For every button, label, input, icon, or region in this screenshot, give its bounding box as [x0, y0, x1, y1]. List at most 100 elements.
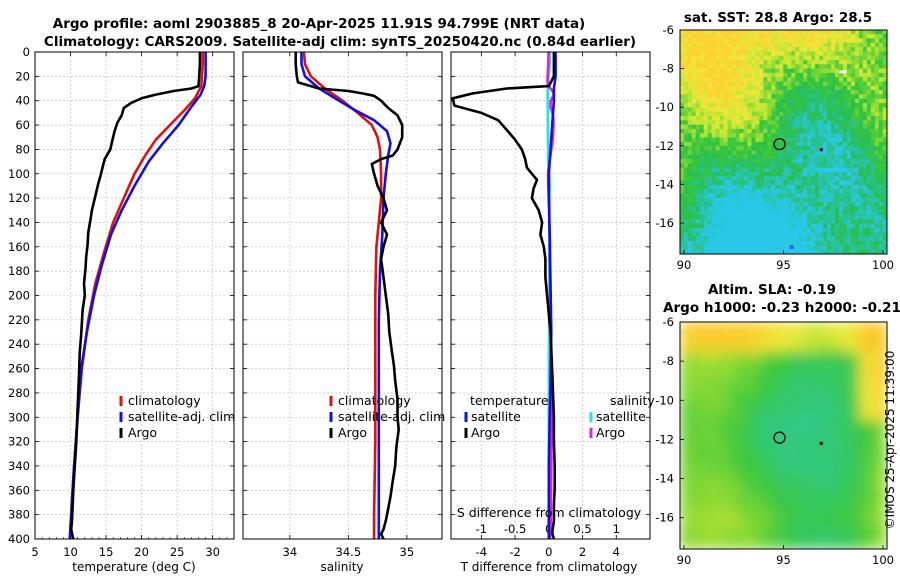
map-cell: [699, 159, 705, 164]
map-cell: [811, 163, 816, 169]
map-cell: [719, 68, 725, 74]
map-cell: [759, 176, 764, 182]
map-cell: [846, 236, 852, 242]
map-cell: [680, 85, 685, 91]
map-cell: [727, 128, 733, 134]
map-cell: [870, 124, 876, 130]
map-cell: [728, 367, 736, 376]
map-cell: [711, 30, 717, 35]
map-cell: [783, 510, 791, 520]
map-cell: [721, 480, 729, 489]
map-cell: [845, 450, 853, 459]
map-cell: [882, 38, 887, 44]
map-cell: [791, 232, 796, 238]
map-cell: [862, 202, 868, 208]
map-cell: [823, 219, 828, 225]
map-cell: [862, 210, 868, 216]
map-cell: [831, 533, 840, 542]
map-cell: [866, 72, 872, 78]
map-cell: [715, 223, 721, 229]
map-cell: [882, 202, 887, 208]
map-cell: [731, 120, 737, 126]
map-cell: [783, 94, 788, 100]
map-cell: [858, 193, 864, 199]
map-cell: [779, 197, 784, 203]
map-cell: [727, 38, 733, 44]
map-cell: [715, 249, 721, 254]
map-cell: [850, 68, 856, 74]
map-cell: [823, 120, 828, 126]
map-cell: [775, 90, 780, 96]
map-cell: [727, 90, 733, 96]
map-cell: [771, 128, 776, 134]
map-cell: [815, 154, 820, 160]
map-cell: [779, 150, 784, 156]
map-cell: [741, 420, 750, 429]
map-cell: [695, 141, 701, 147]
map-cell: [810, 503, 819, 512]
map-cell: [763, 120, 768, 126]
map-cell: [804, 488, 812, 497]
legend-label-temp-satellite: satellite: [471, 409, 521, 424]
map-cell: [727, 219, 733, 225]
map-cell: [882, 55, 887, 61]
map-cell: [719, 128, 725, 134]
map-cell: [755, 541, 764, 549]
map-cell: [762, 458, 771, 467]
map-cell: [767, 64, 772, 70]
map-cell: [743, 245, 749, 251]
map-cell: [751, 141, 757, 147]
map-cell: [811, 124, 816, 130]
map-cell: [854, 128, 860, 134]
map-cell: [714, 533, 722, 542]
map-cell: [787, 184, 792, 190]
map-cell: [686, 367, 695, 376]
map-cell: [879, 352, 887, 361]
map-cell: [807, 115, 812, 121]
map-cell: [817, 450, 826, 459]
map-cell: [823, 55, 828, 61]
map-cell: [878, 171, 884, 177]
map-cell: [703, 90, 709, 96]
map-cell: [803, 245, 808, 251]
map-cell: [815, 98, 820, 104]
map-cell: [769, 344, 777, 353]
map-cell: [748, 352, 757, 361]
map-cell: [831, 94, 836, 100]
map-cell: [680, 128, 685, 134]
map-cell: [835, 240, 840, 246]
map-cell: [866, 240, 872, 246]
map-cell: [762, 488, 771, 497]
map-cell: [882, 210, 887, 216]
map-cell: [779, 128, 784, 134]
map-cell: [845, 488, 853, 497]
map-cell: [735, 30, 741, 35]
map-cell: [687, 133, 693, 139]
map-cell: [748, 541, 757, 549]
map-cell: [819, 240, 824, 246]
map-cell: [839, 141, 844, 147]
map-cell: [827, 176, 832, 182]
map-x-tick-label: 90: [677, 258, 692, 272]
map-cell: [715, 107, 721, 113]
map-cell: [878, 227, 884, 233]
map-cell: [719, 236, 725, 242]
map-cell: [683, 115, 689, 121]
map-cell: [769, 533, 777, 542]
map-cell: [862, 94, 868, 100]
map-cell: [703, 38, 709, 44]
map-cell: [823, 193, 828, 199]
map-cell: [804, 367, 812, 376]
map-cell: [719, 245, 725, 251]
map-cell: [683, 146, 689, 152]
map-cell: [751, 189, 757, 195]
map-cell: [783, 488, 791, 497]
map-y-tick-label: -12: [655, 432, 674, 446]
map-cell: [817, 495, 826, 504]
map-cell: [711, 202, 717, 208]
map-cell: [878, 30, 884, 35]
map-cell: [743, 94, 749, 100]
map-cell: [707, 111, 713, 117]
map-cell: [755, 210, 761, 216]
map-cell: [680, 68, 685, 74]
